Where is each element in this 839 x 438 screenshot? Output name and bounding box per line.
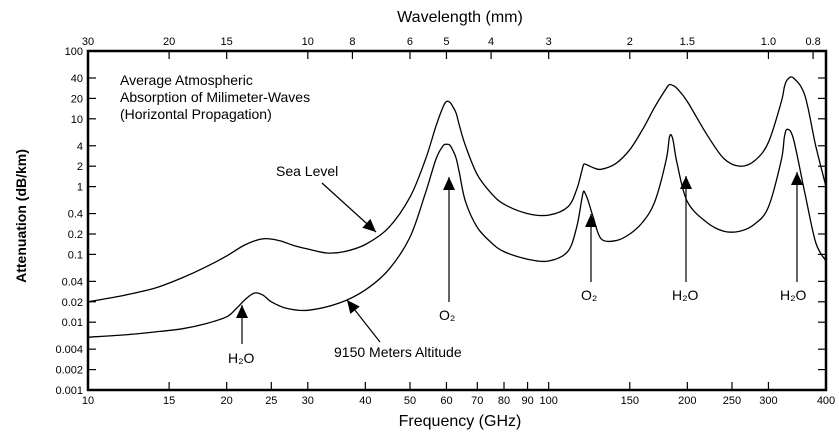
x-tick-label: 20 xyxy=(221,395,233,407)
x-axis-ticks: 10 15 20 25 30 40 50 60 70 80 90 100 150 200 250 300 400 xyxy=(82,382,835,407)
h2o-183ghz-label: H₂O xyxy=(672,287,699,303)
altitude-arrow xyxy=(346,299,381,343)
altitude-curve xyxy=(87,128,827,338)
top-tick-label: 5 xyxy=(443,36,449,48)
x-tick-label: 400 xyxy=(817,395,835,407)
y-tick-label: 4 xyxy=(77,141,83,153)
o2-60ghz-arrow xyxy=(443,177,455,302)
x-axis-title: Frequency (GHz) xyxy=(399,413,522,430)
o2-60ghz-label: O₂ xyxy=(439,307,455,323)
annotation-box-line-3: (Horizontal Propagation) xyxy=(120,106,272,122)
y-tick-label: 2 xyxy=(77,161,83,173)
x-tick-label: 80 xyxy=(498,395,510,407)
sea-level-arrow xyxy=(321,182,377,233)
y-axis-ticks: 100 40 20 10 4 2 1 0.4 0.2 0.1 0.04 0.02 0.01 0.004 0.… xyxy=(55,46,826,397)
y-axis-title: Attenuation (dB/km) xyxy=(13,149,29,283)
o2-60ghz-arrow-head xyxy=(443,177,455,190)
top-tick-label: 3 xyxy=(546,36,552,48)
y-tick-label: 0.02 xyxy=(62,297,83,309)
y-tick-label: 0.04 xyxy=(62,276,83,288)
y-tick-label: 10 xyxy=(71,114,83,126)
altitude-label: 9150 Meters Altitude xyxy=(334,344,462,360)
h2o-325ghz-arrow xyxy=(791,172,803,282)
series-curves xyxy=(87,76,827,338)
top-tick-label: 1.0 xyxy=(761,36,776,48)
top-axis-ticks: 30 20 15 10 8 6 5 4 3 2 1.5 1.0 0.8 xyxy=(82,36,821,59)
h2o-22ghz-arrow-head xyxy=(236,305,248,318)
y-tick-label: 0.002 xyxy=(55,365,83,377)
x-tick-label: 150 xyxy=(621,395,639,407)
top-tick-label: 15 xyxy=(221,36,233,48)
x-tick-label: 10 xyxy=(82,395,94,407)
altitude-arrow-head xyxy=(347,300,360,314)
sea-level-curve xyxy=(87,76,827,303)
sea-level-arrow-head xyxy=(362,218,376,232)
sea-level-label: Sea Level xyxy=(276,163,338,179)
top-tick-label: 20 xyxy=(163,36,175,48)
top-tick-label: 10 xyxy=(302,36,314,48)
x-tick-label: 250 xyxy=(723,395,741,407)
h2o-325ghz-label: H₂O xyxy=(780,287,807,303)
o2-119ghz-label: O₂ xyxy=(581,287,597,303)
top-tick-label: 1.5 xyxy=(680,36,695,48)
y-tick-label: 100 xyxy=(65,46,83,58)
plot-border xyxy=(86,49,828,392)
x-tick-label: 40 xyxy=(359,395,371,407)
x-tick-label: 100 xyxy=(539,395,557,407)
x-tick-label: 15 xyxy=(163,395,175,407)
y-tick-label: 0.001 xyxy=(55,385,83,397)
y-tick-label: 0.004 xyxy=(55,344,83,356)
annotation-box-line-1: Average Atmospheric xyxy=(120,72,253,88)
y-tick-label: 20 xyxy=(71,93,83,105)
y-tick-label: 1 xyxy=(77,182,83,194)
top-tick-label: 8 xyxy=(349,36,355,48)
y-tick-label: 0.4 xyxy=(68,209,83,221)
h2o-22ghz-arrow xyxy=(236,305,248,344)
x-tick-label: 30 xyxy=(302,395,314,407)
o2-119ghz-arrow xyxy=(585,214,597,282)
y-tick-label: 0.2 xyxy=(68,229,83,241)
x-tick-label: 50 xyxy=(404,395,416,407)
top-axis-title: Wavelength (mm) xyxy=(397,9,523,26)
x-tick-label: 70 xyxy=(471,395,483,407)
h2o-183ghz-arrow xyxy=(680,176,692,282)
top-tick-label: 30 xyxy=(82,36,94,48)
y-tick-label: 0.01 xyxy=(62,317,83,329)
h2o-183ghz-arrow-head xyxy=(680,176,692,189)
x-tick-label: 25 xyxy=(265,395,277,407)
top-tick-label: 6 xyxy=(407,36,413,48)
top-tick-label: 4 xyxy=(488,36,494,48)
top-tick-label: 2 xyxy=(627,36,633,48)
y-tick-label: 0.1 xyxy=(68,249,83,261)
annotation-box-line-2: Absorption of Milimeter-Waves xyxy=(120,89,310,105)
h2o-325ghz-arrow-head xyxy=(791,172,803,185)
top-tick-label: 0.8 xyxy=(805,36,820,48)
plot-frame xyxy=(86,49,828,392)
annotation-arrows xyxy=(236,172,803,344)
y-tick-label: 40 xyxy=(71,73,83,85)
x-tick-label: 200 xyxy=(678,395,696,407)
x-tick-label: 90 xyxy=(521,395,533,407)
o2-119ghz-arrow-head xyxy=(585,214,597,227)
x-tick-label: 300 xyxy=(759,395,777,407)
x-tick-label: 60 xyxy=(440,395,452,407)
h2o-22ghz-label: H₂O xyxy=(228,350,255,366)
